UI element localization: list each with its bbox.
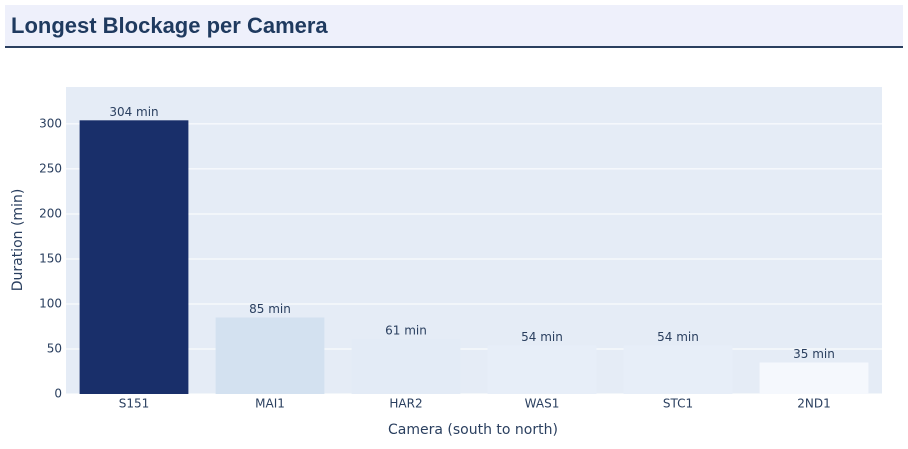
value-label: 35 min bbox=[793, 347, 835, 361]
y-tick-label: 250 bbox=[39, 161, 62, 175]
plot-area bbox=[66, 87, 882, 394]
x-tick-label: MAI1 bbox=[255, 397, 285, 411]
bar bbox=[215, 317, 325, 394]
value-label: 304 min bbox=[109, 105, 158, 119]
x-tick-label: STC1 bbox=[663, 397, 693, 411]
bar bbox=[351, 339, 461, 394]
value-label: 54 min bbox=[657, 330, 699, 344]
y-tick-label: 100 bbox=[39, 296, 62, 310]
x-tick-label: 2ND1 bbox=[797, 397, 831, 411]
x-axis-title: Camera (south to north) bbox=[388, 422, 558, 438]
x-tick-label: S151 bbox=[119, 397, 150, 411]
y-tick-label: 50 bbox=[47, 341, 62, 355]
bar bbox=[623, 345, 733, 394]
y-tick-label: 300 bbox=[39, 116, 62, 130]
value-label: 54 min bbox=[521, 330, 563, 344]
value-label: 61 min bbox=[385, 324, 427, 338]
value-label: 85 min bbox=[249, 302, 291, 316]
x-tick-label: WAS1 bbox=[525, 397, 560, 411]
y-tick-label: 150 bbox=[39, 251, 62, 265]
chart-title: Longest Blockage per Camera bbox=[11, 13, 328, 38]
bar bbox=[79, 120, 189, 394]
y-axis-title: Duration (min) bbox=[10, 189, 26, 292]
bar bbox=[759, 362, 869, 394]
y-tick-label: 0 bbox=[54, 387, 62, 401]
y-tick-label: 200 bbox=[39, 206, 62, 220]
bar bbox=[487, 345, 597, 394]
x-tick-label: HAR2 bbox=[389, 397, 422, 411]
header: Longest Blockage per Camera bbox=[5, 5, 903, 48]
